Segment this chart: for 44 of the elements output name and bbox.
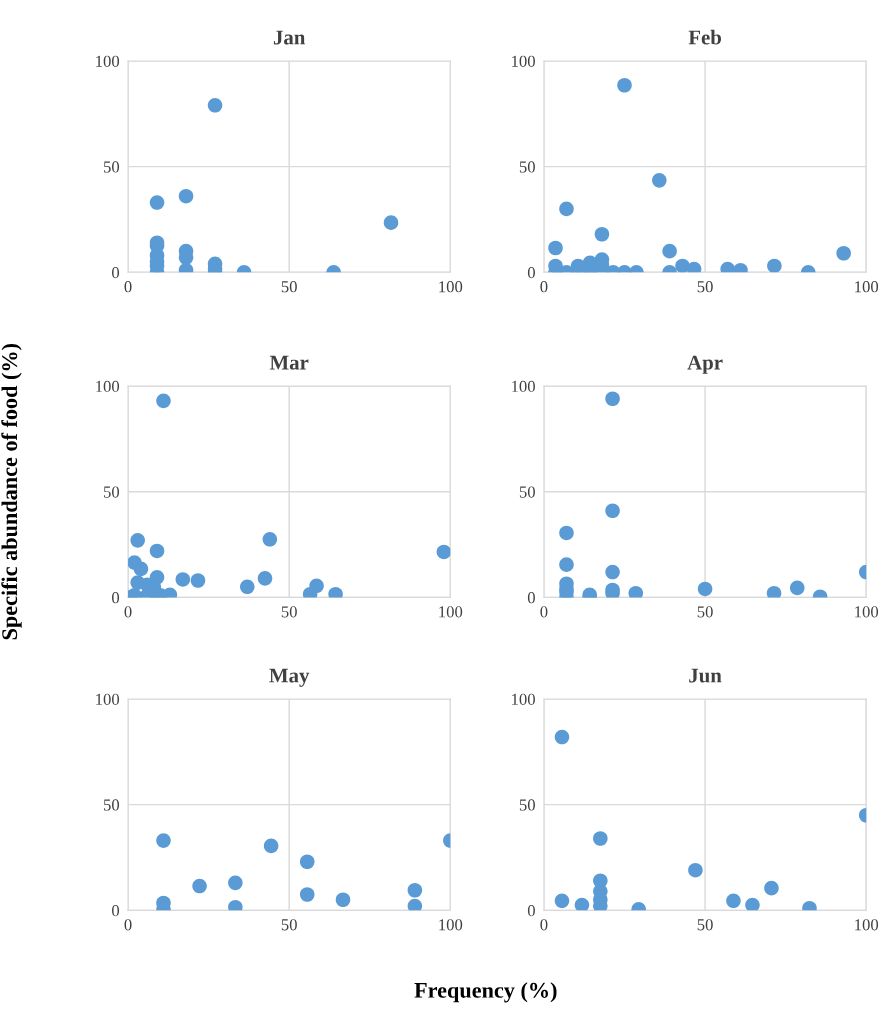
x-tick-label: 50 <box>697 281 713 293</box>
x-tick-label: 0 <box>540 606 548 618</box>
x-tick-label: 100 <box>439 281 463 293</box>
y-tick-label: 100 <box>512 55 535 67</box>
x-tick-label: 100 <box>439 606 463 618</box>
chart-title: Jun <box>689 668 722 683</box>
y-tick-label: 50 <box>519 486 535 498</box>
x-tick-label: 50 <box>281 281 297 293</box>
x-tick-label: 50 <box>281 919 297 931</box>
y-tick-label: 50 <box>519 161 535 173</box>
y-tick-label: 0 <box>527 905 535 917</box>
y-tick-label: 100 <box>512 693 535 705</box>
chart-title: Apr <box>687 355 723 374</box>
y-tick-label: 0 <box>527 266 535 279</box>
x-tick-label: 0 <box>124 606 132 618</box>
x-tick-label: 100 <box>855 919 879 931</box>
x-tick-label: 0 <box>124 919 132 931</box>
y-tick-label: 0 <box>112 592 120 604</box>
y-tick-label: 0 <box>527 592 535 604</box>
y-tick-label: 50 <box>519 799 535 811</box>
y-tick-label: 0 <box>112 266 120 279</box>
x-axis-title: Frequency (%) <box>414 982 557 1003</box>
y-tick-label: 100 <box>96 693 120 705</box>
x-tick-label: 0 <box>540 281 548 293</box>
y-tick-label: 50 <box>104 161 120 173</box>
chart-title: Jan <box>273 30 306 45</box>
x-tick-label: 100 <box>855 606 879 618</box>
y-tick-label: 50 <box>104 799 120 811</box>
y-tick-label: 50 <box>104 486 120 498</box>
x-tick-label: 50 <box>281 606 297 618</box>
chart-title: May <box>269 668 310 687</box>
chart-title: Mar <box>269 355 309 370</box>
y-tick-label: 100 <box>96 380 120 393</box>
y-tick-label: 100 <box>512 380 535 393</box>
x-tick-label: 50 <box>697 919 713 931</box>
x-tick-label: 0 <box>124 281 132 293</box>
chart-title: Feb <box>688 29 722 45</box>
x-tick-label: 50 <box>697 606 713 618</box>
y-axis-title: Specific abundance of food (%) <box>1 343 22 640</box>
x-tick-label: 100 <box>855 281 879 293</box>
x-tick-label: 0 <box>540 919 548 931</box>
y-tick-label: 0 <box>112 905 120 917</box>
x-tick-label: 100 <box>439 919 463 931</box>
y-tick-label: 100 <box>96 55 120 67</box>
